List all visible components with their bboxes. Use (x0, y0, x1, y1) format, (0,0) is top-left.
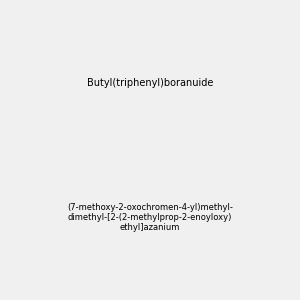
Text: (7-methoxy-2-oxochromen-4-yl)methyl-
dimethyl-[2-(2-methylprop-2-enoyloxy)
ethyl: (7-methoxy-2-oxochromen-4-yl)methyl- dim… (67, 202, 233, 232)
Text: Butyl(triphenyl)boranuide: Butyl(triphenyl)boranuide (87, 77, 213, 88)
